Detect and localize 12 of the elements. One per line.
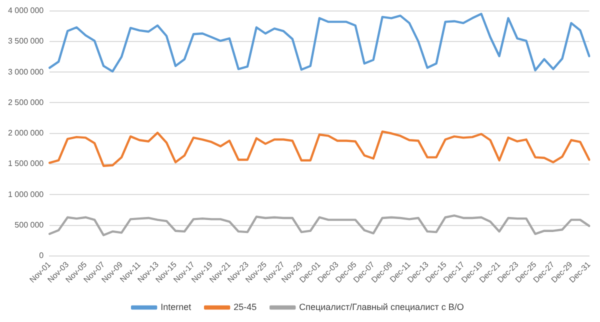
legend-label: Internet bbox=[160, 302, 192, 312]
y-tick-label: 2 000 000 bbox=[8, 128, 44, 138]
y-tick-label: 0 bbox=[39, 251, 44, 260]
legend-label: 25-45 bbox=[234, 302, 257, 312]
y-tick-label: 3 500 000 bbox=[8, 36, 44, 46]
y-tick-label: 3 000 000 bbox=[8, 67, 44, 76]
y-tick-label: 500 000 bbox=[14, 220, 44, 230]
y-tick-label: 4 000 000 bbox=[8, 6, 44, 16]
legend-label: Специалист/Главный специалист с В/О bbox=[299, 302, 464, 312]
y-tick-label: 1 500 000 bbox=[8, 159, 44, 168]
y-tick-label: 2 500 000 bbox=[8, 98, 44, 107]
y-tick-label: 1 000 000 bbox=[8, 190, 44, 199]
